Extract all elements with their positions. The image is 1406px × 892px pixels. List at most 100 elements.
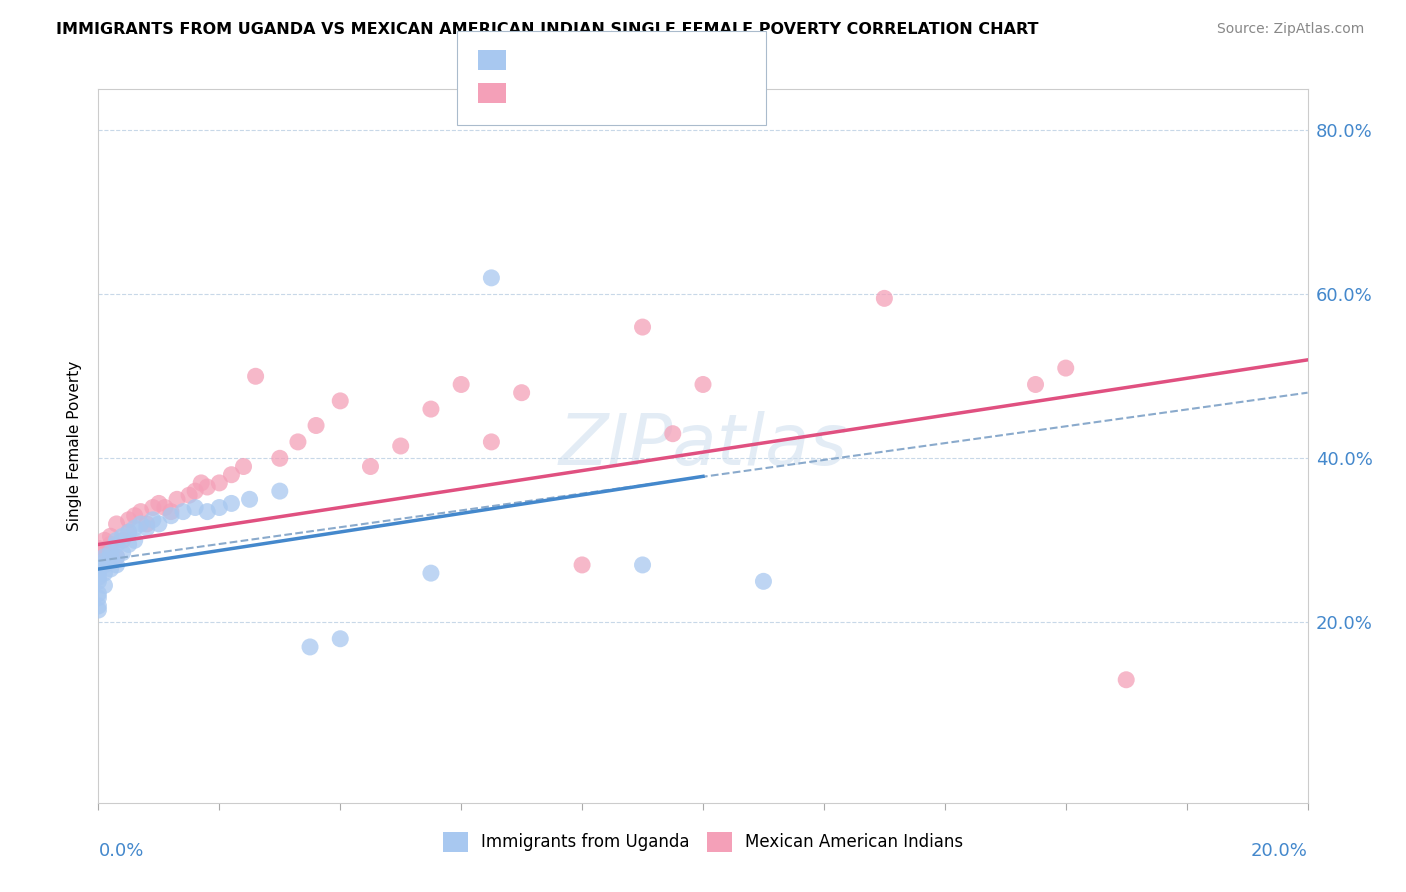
Text: IMMIGRANTS FROM UGANDA VS MEXICAN AMERICAN INDIAN SINGLE FEMALE POVERTY CORRELAT: IMMIGRANTS FROM UGANDA VS MEXICAN AMERIC… [56,22,1039,37]
Point [129,505,152,519]
Point [631,558,654,572]
Text: 0.206: 0.206 [551,50,606,68]
Text: R =: R = [515,50,553,68]
Point [87,574,110,589]
Point [93,558,115,572]
Point [148,516,170,531]
Text: Source: ZipAtlas.com: Source: ZipAtlas.com [1216,22,1364,37]
Point [100,529,122,543]
Point [571,558,593,572]
Text: ZIPatlas: ZIPatlas [558,411,848,481]
Point [87,541,110,556]
Point [87,587,110,601]
Point [510,385,533,400]
Point [1115,673,1137,687]
Point [221,496,243,510]
Text: 45: 45 [640,50,664,68]
Point [105,558,128,572]
Point [631,320,654,334]
Text: 44: 44 [640,83,664,101]
Point [93,566,115,581]
Point [93,549,115,564]
Text: 0.382: 0.382 [551,83,606,101]
Point [87,599,110,613]
Point [142,513,165,527]
Point [481,270,503,285]
Point [239,492,262,507]
Legend: Immigrants from Uganda, Mexican American Indians: Immigrants from Uganda, Mexican American… [436,825,970,859]
Point [232,459,254,474]
Y-axis label: Single Female Poverty: Single Female Poverty [67,361,83,531]
Point [93,554,115,568]
Point [105,549,128,564]
Point [100,554,122,568]
Point [245,369,267,384]
Point [450,377,472,392]
Point [184,484,207,499]
Point [360,459,382,474]
Point [153,500,176,515]
Point [135,516,157,531]
Point [111,533,134,548]
Point [190,475,212,490]
Point [100,546,122,560]
Point [100,562,122,576]
Point [118,525,141,540]
Text: 20.0%: 20.0% [1251,842,1308,860]
Point [692,377,714,392]
Point [873,291,896,305]
Point [420,566,443,581]
Point [100,537,122,551]
Point [160,508,183,523]
Point [420,402,443,417]
Point [184,500,207,515]
Point [160,505,183,519]
Point [148,496,170,510]
Point [87,570,110,584]
Point [93,546,115,560]
Point [87,591,110,605]
Point [1054,361,1077,376]
Point [195,505,218,519]
Point [481,434,503,449]
Point [287,434,309,449]
Text: 0.0%: 0.0% [98,842,143,860]
Point [329,632,352,646]
Text: N =: N = [605,50,644,68]
Point [105,516,128,531]
Text: R =: R = [515,83,553,101]
Point [179,488,201,502]
Point [118,537,141,551]
Point [105,549,128,564]
Point [124,533,146,548]
Point [93,578,115,592]
Point [305,418,328,433]
Point [299,640,322,654]
Point [124,508,146,523]
Point [93,533,115,548]
Point [87,562,110,576]
Point [118,513,141,527]
Point [111,546,134,560]
Point [172,505,194,519]
Point [1024,377,1046,392]
Point [105,537,128,551]
Text: N =: N = [605,83,644,101]
Point [111,529,134,543]
Point [100,549,122,564]
Point [269,451,291,466]
Point [87,603,110,617]
Point [124,521,146,535]
Point [269,484,291,499]
Point [329,393,352,408]
Point [208,500,231,515]
Point [389,439,412,453]
Point [221,467,243,482]
Point [142,500,165,515]
Point [135,521,157,535]
Point [118,525,141,540]
Point [195,480,218,494]
Point [87,566,110,581]
Point [129,516,152,531]
Point [166,492,188,507]
